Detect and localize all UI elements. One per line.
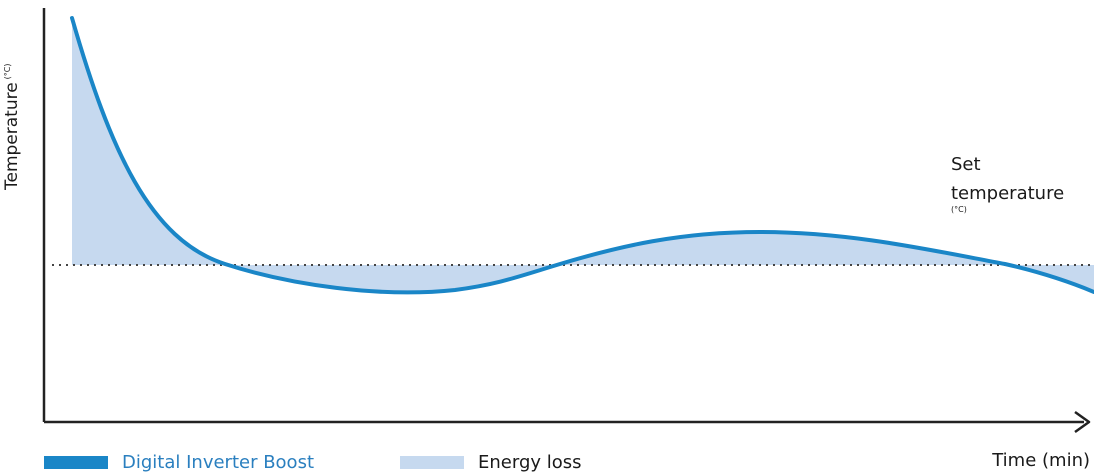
energy-loss-area-above bbox=[72, 18, 1094, 265]
legend-swatch-energy-loss bbox=[400, 455, 464, 469]
set-temperature-label: Set temperature (°C) bbox=[951, 150, 1094, 215]
set-temperature-text: Set temperature bbox=[951, 154, 1065, 204]
x-axis-arrowhead bbox=[1074, 410, 1091, 434]
y-axis-unit: (°C) bbox=[3, 63, 13, 80]
set-temperature-unit: (°C) bbox=[951, 205, 967, 214]
series-line-digital-inverter-boost bbox=[70, 16, 1094, 295]
y-axis-label: Temperature (°C) bbox=[2, 63, 22, 190]
legend-swatch-line bbox=[44, 455, 108, 469]
legend-label-digital-inverter-boost: Digital Inverter Boost bbox=[122, 451, 315, 473]
legend-item-energy-loss: Energy loss bbox=[400, 450, 582, 474]
x-axis-label: Time (min) bbox=[992, 450, 1090, 471]
legend-label-energy-loss: Energy loss bbox=[478, 451, 582, 473]
legend-item-digital-inverter-boost: Digital Inverter Boost bbox=[44, 450, 314, 474]
y-axis-label-text: Temperature bbox=[2, 82, 22, 190]
